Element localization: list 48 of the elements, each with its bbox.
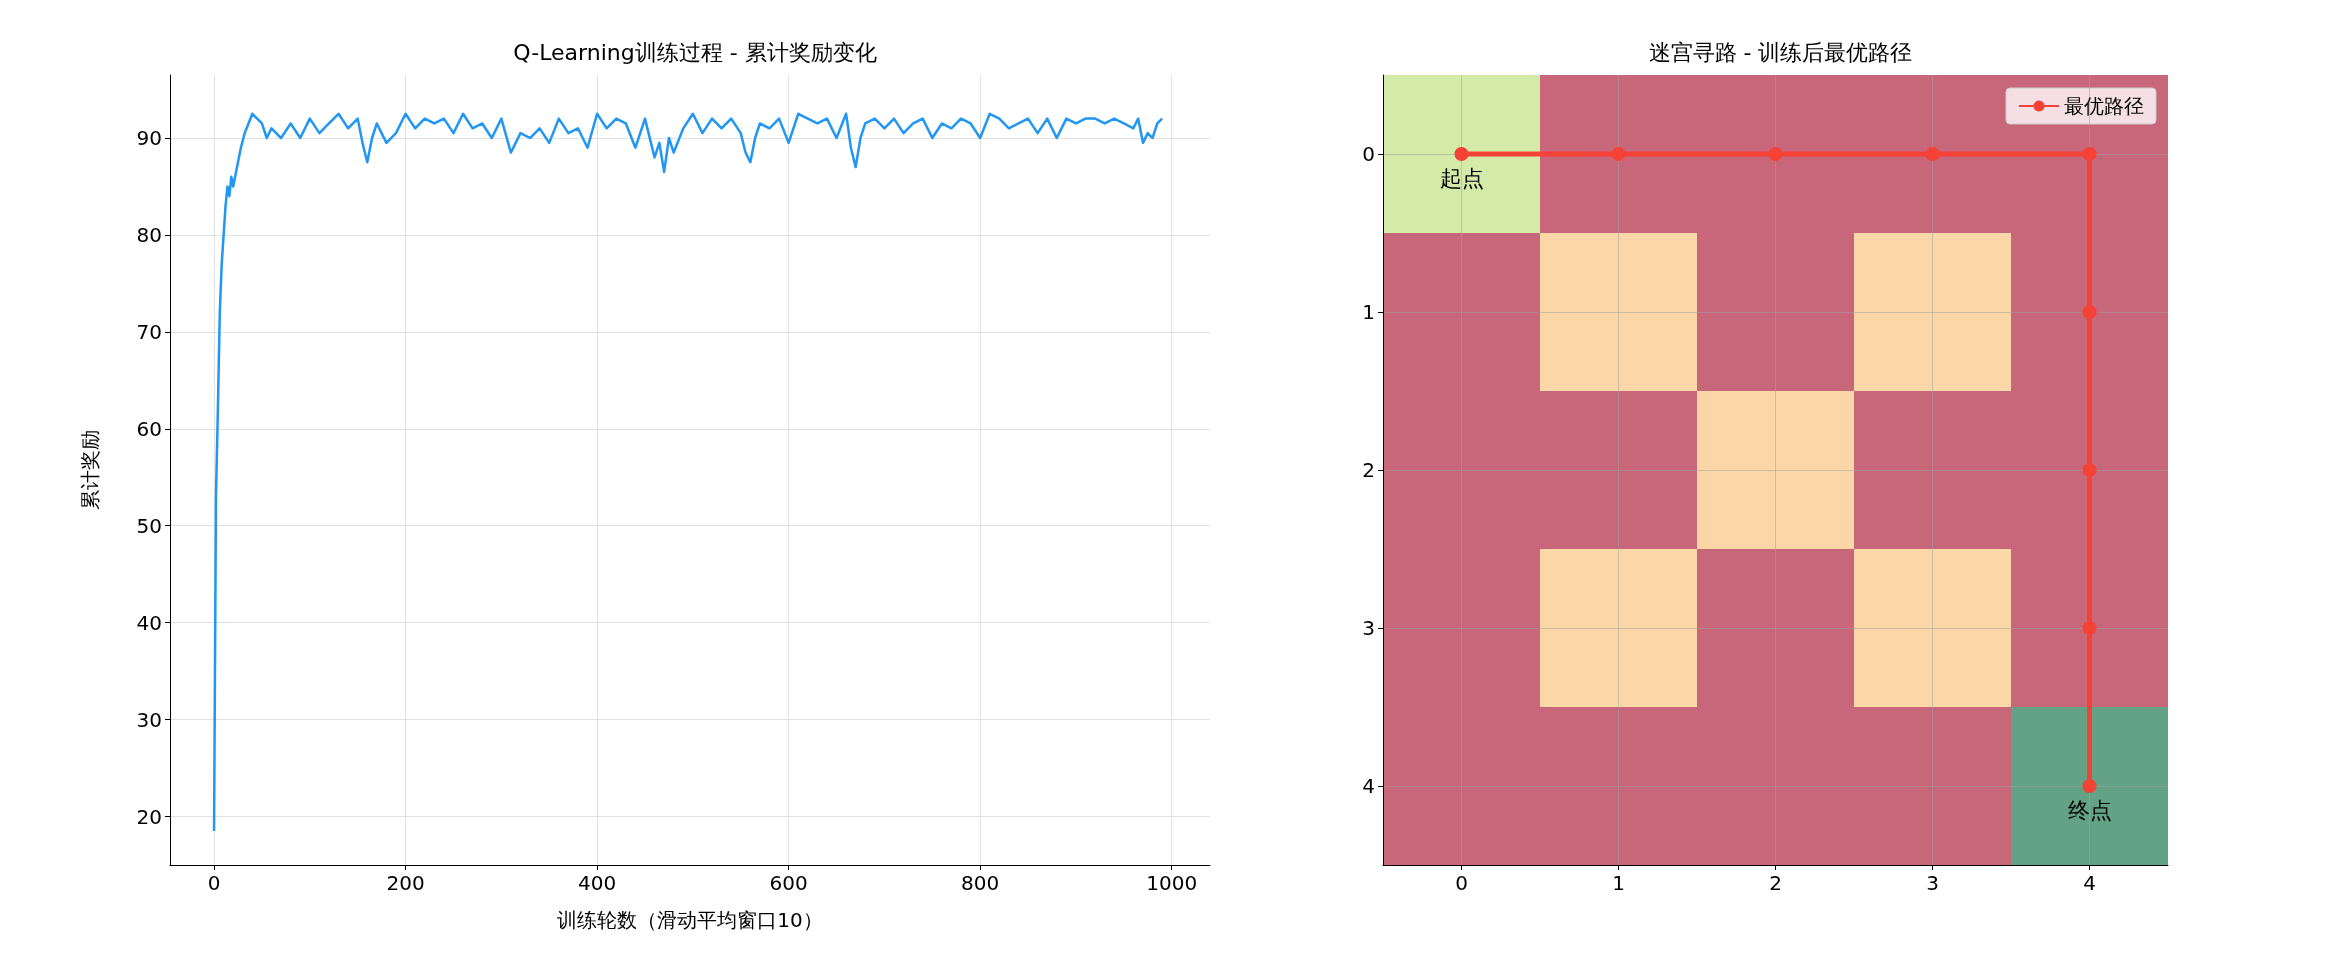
y-tick-label: 0 (1362, 142, 1375, 166)
y-tick-label: 30 (136, 707, 162, 732)
point (2082, 305, 2097, 319)
x-tick-label: 3 (1926, 871, 1939, 895)
y-tick-label: 20 (136, 804, 162, 829)
x-axis-title: 训练轮数（滑动平均窗口10） (557, 908, 823, 932)
y-tick-label: 1 (1362, 300, 1375, 324)
point (2082, 463, 2097, 477)
bar (1854, 549, 2011, 707)
chart-title: Q-Learning训练过程 - 累计奖励变化 (513, 39, 877, 65)
x-tick-label: 600 (769, 871, 808, 895)
x-tick-label: 1 (1612, 871, 1625, 895)
y-tick-label: 2 (1362, 458, 1375, 482)
point (2082, 621, 2097, 635)
x-tick-label: 800 (961, 871, 1000, 895)
bar (1854, 233, 2011, 391)
y-tick-label: 3 (1362, 616, 1375, 640)
y-tick-label: 70 (136, 319, 162, 344)
y-tick-label: 60 (136, 416, 162, 441)
bar (1540, 549, 1697, 707)
x-tick-label: 4 (2083, 871, 2096, 895)
point (1925, 147, 1940, 161)
point (2082, 147, 2097, 161)
bar (2011, 707, 2168, 865)
y-tick-label: 80 (136, 222, 162, 247)
point (1454, 147, 1469, 161)
point (1768, 147, 1783, 161)
y-tick-label: 50 (136, 513, 162, 538)
x-tick-label: 200 (386, 871, 425, 895)
bar (1383, 75, 1540, 233)
y-tick-label: 4 (1362, 774, 1375, 798)
annotation: 终点 (2067, 797, 2112, 823)
y-tick-label: 40 (136, 610, 162, 635)
annotation: 起点 (1439, 165, 1484, 191)
y-tick-label: 90 (136, 126, 162, 151)
y-axis-title: 累计奖励 (78, 430, 102, 510)
bar (1697, 391, 1854, 549)
x-tick-label: 2 (1769, 871, 1782, 895)
point (2082, 779, 2097, 793)
bar (1540, 233, 1697, 391)
legend-label: 最优路径 (2064, 94, 2144, 118)
x-tick-label: 0 (207, 871, 221, 895)
chart-title: 迷宫寻路 - 训练后最优路径 (1648, 39, 1913, 65)
line-series (212, 112, 1164, 833)
x-tick-label: 1000 (1146, 871, 1198, 895)
point (1611, 147, 1626, 161)
x-tick-label: 400 (578, 871, 617, 895)
x-tick-label: 0 (1455, 871, 1468, 895)
